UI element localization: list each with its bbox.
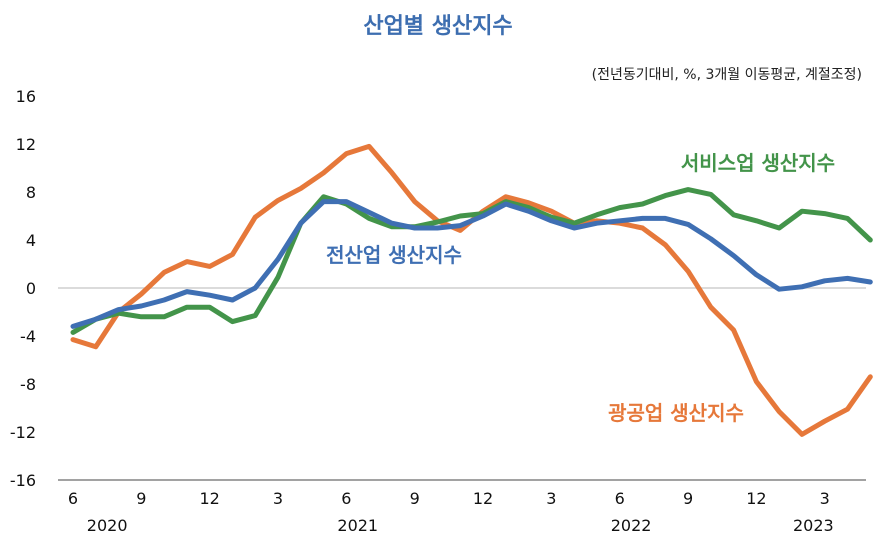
y-tick-label: -12 xyxy=(10,423,36,442)
y-tick-label: 12 xyxy=(16,135,36,154)
y-tick-label: -4 xyxy=(20,327,36,346)
series-label: 전산업 생산지수 xyxy=(326,243,462,267)
series-line xyxy=(70,187,873,335)
x-tick-label: 6 xyxy=(341,489,351,508)
year-label: 2022 xyxy=(611,516,652,535)
x-tick-label: 6 xyxy=(68,489,78,508)
y-tick-label: 4 xyxy=(26,231,36,250)
chart-title: 산업별 생산지수 xyxy=(363,14,513,39)
chart-subtitle: (전년동기대비, %, 3개월 이동평균, 계절조정) xyxy=(591,67,862,83)
x-tick-label: 3 xyxy=(273,489,283,508)
x-tick-label: 12 xyxy=(746,489,766,508)
x-tick-label: 3 xyxy=(820,489,830,508)
series-label: 서비스업 생산지수 xyxy=(681,151,835,175)
x-tick-label: 3 xyxy=(546,489,556,508)
year-label: 2023 xyxy=(793,516,834,535)
y-tick-label: 0 xyxy=(26,279,36,298)
y-tick-label: 16 xyxy=(16,87,36,106)
y-tick-label: -8 xyxy=(20,375,36,394)
series-line xyxy=(70,199,873,329)
x-tick-label: 9 xyxy=(136,489,146,508)
x-tick-label: 9 xyxy=(410,489,420,508)
year-label: 2021 xyxy=(337,516,378,535)
x-tick-label: 6 xyxy=(615,489,625,508)
y-tick-label: -16 xyxy=(10,471,36,490)
series-label: 광공업 생산지수 xyxy=(608,401,744,425)
x-tick-label: 12 xyxy=(473,489,493,508)
x-tick-label: 12 xyxy=(200,489,220,508)
x-tick-label: 9 xyxy=(683,489,693,508)
y-tick-label: 8 xyxy=(26,183,36,202)
year-label: 2020 xyxy=(87,516,128,535)
